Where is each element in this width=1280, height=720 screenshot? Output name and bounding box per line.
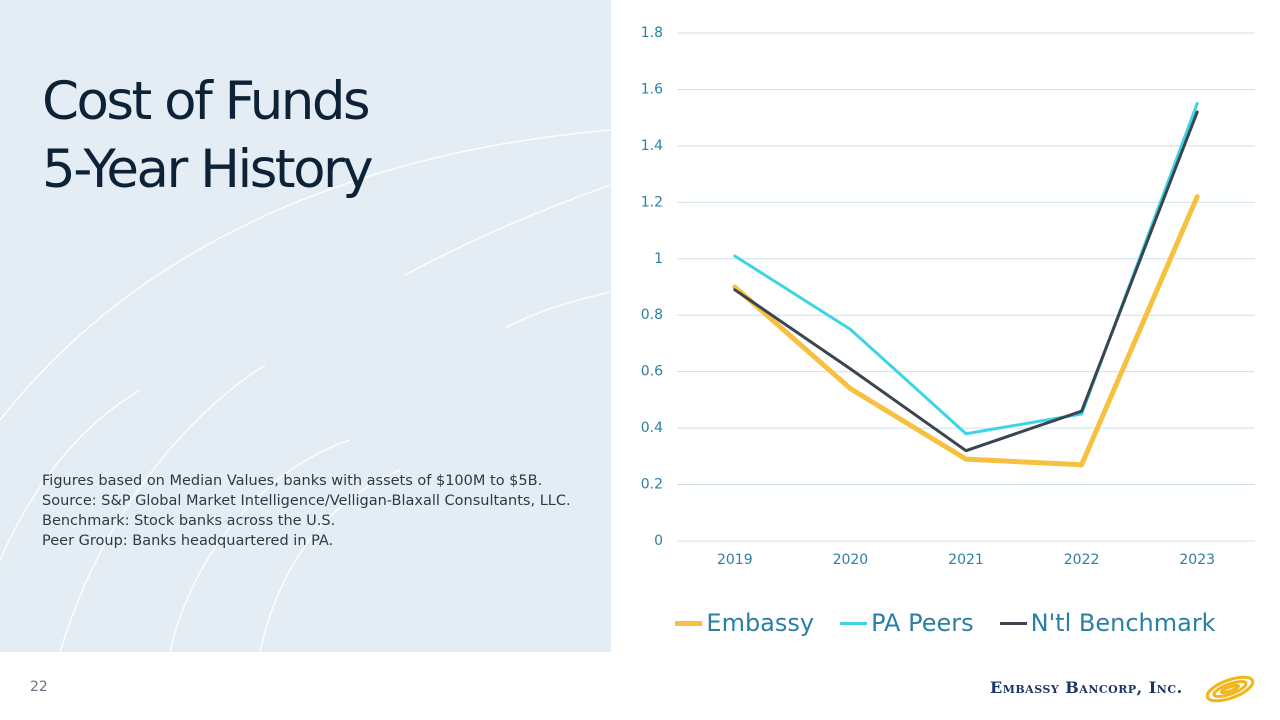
series-line (733, 102, 1199, 436)
legend-entry: Embassy (675, 609, 814, 637)
decoration (0, 129, 611, 652)
title-line: Cost of Funds (42, 71, 371, 132)
y-tick-label: 1.4 (641, 138, 663, 154)
note: Figures based on Median Values, banks wi… (42, 473, 543, 489)
x-tick-label: 2021 (948, 552, 984, 568)
page-number: 22 (30, 679, 48, 695)
legend-swatch (840, 621, 868, 625)
note: Peer Group: Banks headquartered in PA. (42, 533, 334, 549)
series-line (733, 110, 1199, 453)
y-tick-label: 1 (654, 251, 663, 267)
note: Source: S&P Global Market Intelligence/V… (42, 493, 571, 509)
title: Cost of Funds 5-Year History (42, 68, 374, 204)
legend-swatch (675, 620, 703, 626)
legend-entry: N'tl Benchmark (999, 609, 1216, 637)
y-tick-label: 1.8 (641, 25, 663, 41)
legend-entry: PA Peers (840, 609, 974, 637)
chart: 0 0.2 0.4 0.6 0.8 1 1.2 1.4 1.6 1.8 2019 2020 2021 20… (641, 25, 1255, 568)
logo-text: Embassy Bancorp, Inc. (990, 678, 1183, 697)
note: Benchmark: Stock banks across the U.S. (42, 513, 336, 529)
x-tick-label: 2019 (717, 552, 753, 568)
notes: Figures based on Median Values, banks wi… (42, 471, 571, 551)
y-tick-label: 0 (654, 533, 663, 549)
y-tick-label: 0.8 (641, 307, 663, 323)
x-tick-label: 2020 (833, 552, 869, 568)
y-tick-label: 0.4 (641, 420, 663, 436)
legend-swatch (999, 621, 1027, 625)
legend-label: N'tl Benchmark (1030, 609, 1216, 637)
y-tick-label: 0.6 (641, 364, 663, 380)
x-tick-label: 2022 (1064, 552, 1100, 568)
side-panel: Cost of Funds 5-Year History Figures bas… (0, 0, 611, 652)
legend-label: Embassy (706, 609, 815, 637)
series-line (732, 194, 1200, 468)
title-line: 5-Year History (42, 139, 374, 200)
logo-mark (1205, 675, 1255, 703)
y-tick-label: 1.6 (641, 81, 663, 97)
y-tick-label: 0.2 (641, 477, 663, 493)
y-tick-label: 1.2 (641, 194, 663, 210)
legend: Embassy PA Peers N'tl Benchmark (611, 609, 1280, 637)
legend-label: PA Peers (871, 609, 974, 637)
x-tick-label: 2023 (1179, 552, 1215, 568)
